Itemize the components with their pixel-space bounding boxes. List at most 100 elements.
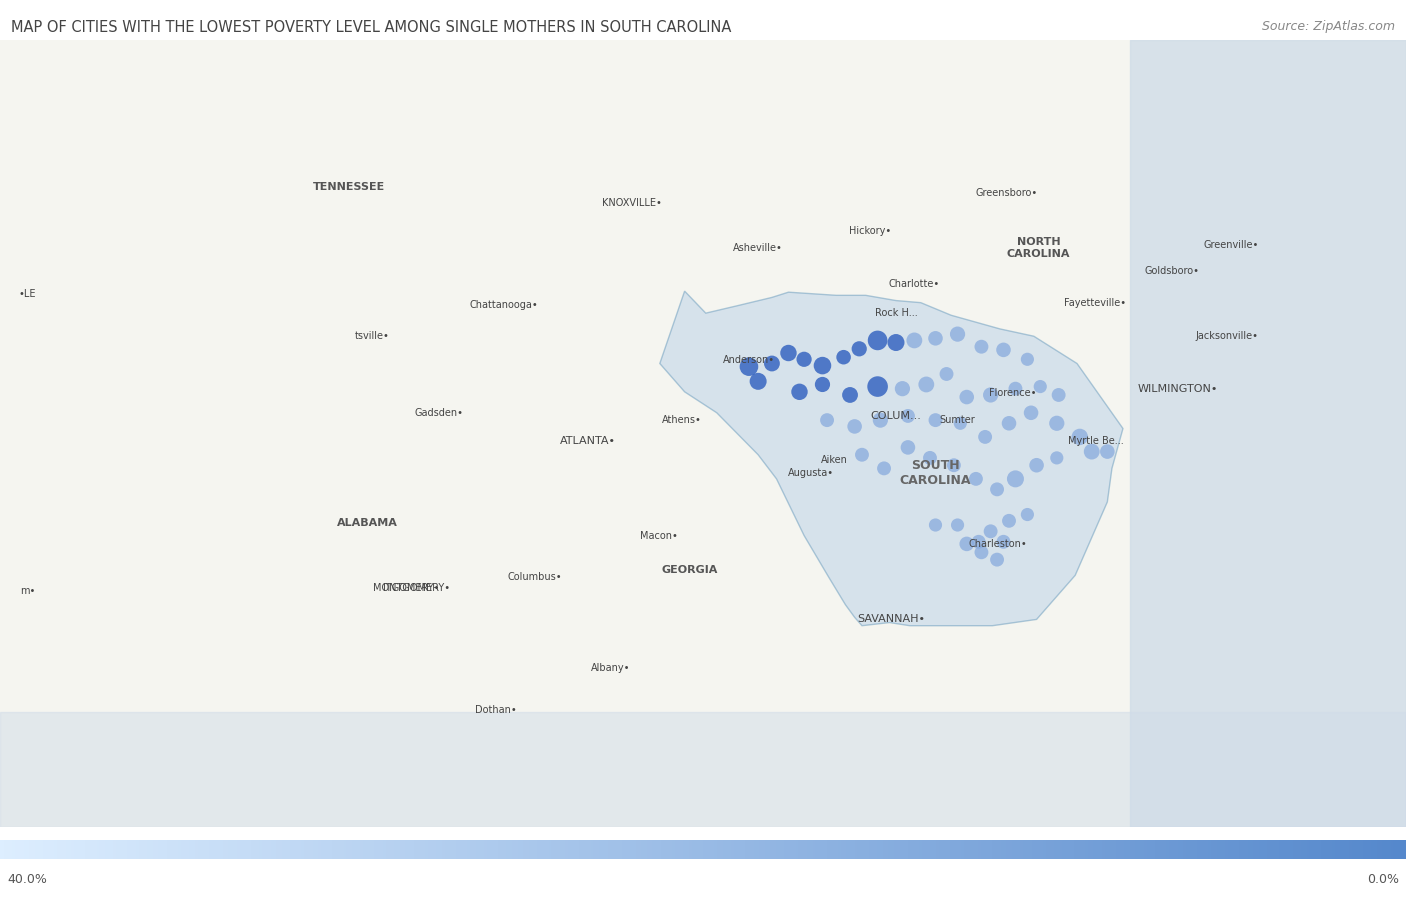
- Polygon shape: [0, 712, 1406, 827]
- Text: Sumter: Sumter: [939, 415, 976, 425]
- Point: [866, 379, 889, 394]
- Point: [844, 419, 866, 433]
- Point: [924, 518, 946, 532]
- Point: [998, 513, 1021, 528]
- Text: Columbus•: Columbus•: [508, 573, 562, 583]
- Point: [980, 387, 1002, 402]
- Point: [956, 390, 979, 405]
- Text: Florence•: Florence•: [988, 387, 1036, 398]
- Polygon shape: [659, 291, 1123, 626]
- Point: [1029, 379, 1052, 394]
- Point: [924, 331, 946, 345]
- Point: [967, 535, 990, 549]
- Point: [918, 450, 941, 465]
- Point: [1046, 450, 1069, 465]
- Point: [761, 356, 783, 370]
- Point: [851, 448, 873, 462]
- Text: Myrtle Be...: Myrtle Be...: [1067, 436, 1123, 446]
- Text: Jacksonville•: Jacksonville•: [1195, 331, 1258, 342]
- Point: [793, 352, 815, 367]
- Point: [998, 416, 1021, 431]
- Point: [1004, 472, 1026, 486]
- Point: [946, 518, 969, 532]
- Point: [1097, 444, 1119, 458]
- Point: [980, 524, 1002, 539]
- Point: [949, 416, 972, 431]
- Point: [974, 430, 997, 444]
- Point: [891, 381, 914, 396]
- Text: •LE: •LE: [18, 289, 37, 299]
- Point: [873, 461, 896, 476]
- Text: WILMINGTON•: WILMINGTON•: [1137, 384, 1218, 394]
- Text: Aiken: Aiken: [821, 455, 848, 465]
- Point: [1004, 381, 1026, 396]
- Point: [848, 342, 870, 356]
- Point: [1080, 444, 1102, 458]
- Text: Hickory•: Hickory•: [849, 227, 891, 236]
- Point: [811, 359, 834, 373]
- Point: [869, 413, 891, 427]
- Point: [738, 360, 761, 374]
- Point: [1019, 405, 1042, 420]
- Point: [915, 378, 938, 392]
- Point: [811, 378, 834, 392]
- Point: [946, 327, 969, 342]
- Point: [1046, 416, 1069, 431]
- Point: [815, 413, 838, 427]
- Text: ATLANTA•: ATLANTA•: [560, 436, 616, 446]
- Point: [986, 482, 1008, 496]
- Text: ITGOMERY•: ITGOMERY•: [384, 583, 440, 593]
- Text: Albany•: Albany•: [592, 663, 631, 672]
- Text: SOUTH
CAROLINA: SOUTH CAROLINA: [900, 458, 972, 486]
- Point: [789, 385, 811, 399]
- Text: GEORGIA: GEORGIA: [661, 565, 717, 575]
- Point: [965, 472, 987, 486]
- Point: [993, 343, 1015, 357]
- Point: [1017, 507, 1039, 521]
- Point: [970, 340, 993, 354]
- Text: Asheville•: Asheville•: [733, 243, 783, 254]
- Text: Greensboro•: Greensboro•: [976, 188, 1038, 198]
- Text: Macon•: Macon•: [640, 530, 678, 540]
- Point: [986, 553, 1008, 567]
- Text: Augusta•: Augusta•: [787, 467, 834, 477]
- Text: Anderson•: Anderson•: [723, 355, 775, 365]
- Text: Chattanooga•: Chattanooga•: [470, 299, 538, 310]
- Point: [903, 334, 925, 348]
- Text: Charleston•: Charleston•: [969, 539, 1028, 549]
- Point: [866, 334, 889, 348]
- Text: Dothan•: Dothan•: [475, 705, 517, 715]
- Text: Rock H...: Rock H...: [875, 308, 917, 318]
- Text: Source: ZipAtlas.com: Source: ZipAtlas.com: [1261, 20, 1395, 32]
- Text: 0.0%: 0.0%: [1367, 873, 1399, 886]
- Polygon shape: [1130, 40, 1406, 827]
- Text: NORTH
CAROLINA: NORTH CAROLINA: [1007, 237, 1070, 259]
- Text: SAVANNAH•: SAVANNAH•: [858, 614, 925, 625]
- Point: [884, 335, 907, 350]
- Text: MAP OF CITIES WITH THE LOWEST POVERTY LEVEL AMONG SINGLE MOTHERS IN SOUTH CAROLI: MAP OF CITIES WITH THE LOWEST POVERTY LE…: [11, 20, 731, 35]
- Point: [993, 535, 1015, 549]
- Text: m•: m•: [20, 586, 35, 596]
- Point: [747, 374, 769, 388]
- Text: KNOXVILLE•: KNOXVILLE•: [602, 198, 662, 208]
- Point: [1025, 458, 1047, 473]
- Text: Gadsden•: Gadsden•: [415, 408, 464, 418]
- Point: [924, 413, 946, 427]
- Point: [935, 367, 957, 381]
- Text: TENNESSEE: TENNESSEE: [314, 182, 385, 192]
- Point: [1047, 387, 1070, 402]
- Text: Fayetteville•: Fayetteville•: [1064, 298, 1126, 307]
- Point: [956, 537, 979, 551]
- Text: Goldsboro•: Goldsboro•: [1144, 266, 1199, 276]
- Point: [778, 346, 800, 360]
- Point: [1069, 430, 1091, 444]
- Point: [897, 409, 920, 423]
- Point: [1017, 352, 1039, 367]
- Text: 40.0%: 40.0%: [7, 873, 46, 886]
- Text: Greenville•: Greenville•: [1204, 240, 1260, 250]
- Point: [897, 441, 920, 455]
- Text: Athens•: Athens•: [662, 415, 702, 425]
- Text: MONTGOMERY•: MONTGOMERY•: [373, 583, 450, 593]
- Point: [970, 545, 993, 559]
- Text: COLUM...: COLUM...: [870, 411, 921, 421]
